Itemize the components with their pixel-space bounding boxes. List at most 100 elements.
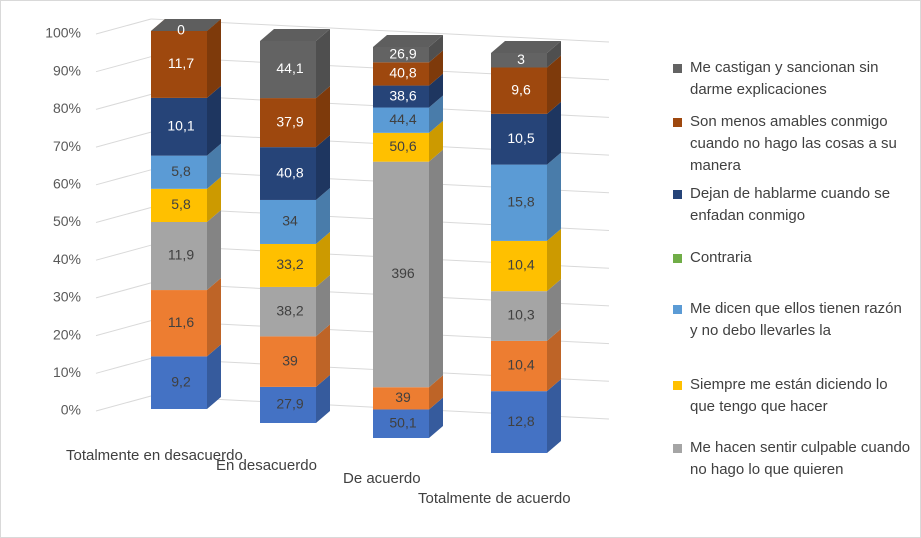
data-label: 38,2 [276,302,303,318]
bar-side [207,143,221,189]
bar-side [547,279,561,341]
data-label: 11,9 [168,247,194,263]
x-tick-label: En desacuerdo [216,457,317,474]
y-tick-label: 80% [53,100,81,116]
legend-item: Contraria [673,247,913,269]
y-tick-label: 60% [53,176,81,192]
data-label: 15,8 [507,193,534,209]
data-label: 33,2 [276,256,303,272]
bar-side [207,278,221,357]
bar [151,188,207,223]
bar [491,53,547,68]
grid-line [95,320,152,337]
bar-side [547,152,561,241]
grid-line [95,207,152,223]
x-tick-label: Totalmente de acuerdo [418,490,571,507]
y-tick-label: 50% [53,213,81,229]
grid-line [95,244,152,261]
bar-side [429,50,443,86]
data-label: 10,3 [507,307,534,323]
data-label: 44,1 [276,60,303,76]
bar-side [316,135,330,200]
bar-side [207,85,221,156]
legend-label: Son menos amables conmigo cuando no hago… [690,113,897,174]
y-tick-label: 40% [53,251,81,267]
bar [373,161,429,388]
grid-line [95,56,152,73]
data-label: 44,4 [389,111,416,127]
bar-side [429,73,443,108]
y-tick-label: 0% [61,402,81,418]
legend-label: Me castigan y sancionan sin darme explic… [690,59,879,98]
legend-item: Son menos amables conmigo cuando no hago… [673,111,913,177]
grid-line [95,357,152,374]
bar-side [429,120,443,162]
y-tick-label: 10% [53,364,81,380]
data-label: 27,9 [276,396,303,412]
grid-line [95,18,152,35]
bar-side [207,210,221,291]
legend-item: Siempre me están diciendo lo que tengo q… [673,374,913,418]
bar-side [429,375,443,410]
legend-label: Contraria [690,249,752,266]
bar [260,386,316,423]
bar [491,113,547,165]
data-label: 396 [391,265,415,281]
bar-side [207,176,221,223]
legend-swatch [673,190,682,199]
legend-swatch [673,64,682,73]
y-tick-label: 100% [45,25,81,41]
bar [491,291,547,341]
bar [373,409,429,438]
x-tick-label: De acuerdo [343,470,421,487]
bar-top [260,29,330,41]
x-tick-label: Totalmente en desacuerdo [66,447,243,464]
data-label: 3 [517,51,525,67]
y-tick-label: 90% [53,62,81,78]
grid-line [95,169,152,186]
bar [491,164,547,241]
bar-side [547,328,561,392]
bar [373,387,429,410]
legend-item: Me castigan y sancionan sin darme explic… [673,57,913,101]
legend-label: Me dicen que ellos tienen razón y no deb… [690,300,902,339]
data-label: 50,1 [389,414,416,430]
bar [151,290,207,357]
data-label: 9,2 [171,373,191,389]
data-label: 10,5 [507,130,534,146]
bar [373,107,429,133]
bar-side [316,274,330,337]
bar-side [316,231,330,287]
data-label: 10,4 [507,257,534,273]
legend-label: Dejan de hablarme cuando se enfadan conm… [690,185,891,224]
bar [260,243,316,287]
bar [260,199,316,244]
bar-side [547,41,561,68]
legend-label: Me hacen sentir culpable cuando no hago … [690,439,911,478]
bar-side [316,187,330,244]
legend-label: Siempre me están diciendo lo que tengo q… [690,376,888,415]
bar-side [316,374,330,423]
y-tick-label: 70% [53,138,81,154]
data-label: 37,9 [276,113,303,129]
legend-item: Me dicen que ellos tienen razón y no deb… [673,298,913,342]
data-label: 39 [282,352,298,368]
bar-side [429,95,443,133]
bar [151,155,207,189]
bar-side [547,379,561,453]
bar [491,240,547,292]
grid-line [95,395,152,412]
bar [491,391,547,453]
data-label: 26,9 [389,45,416,61]
bar-top [491,41,561,53]
bar [151,356,207,409]
legend-swatch [673,305,682,314]
bar-side [316,29,330,99]
bar [151,31,207,98]
data-label: 12,8 [507,413,534,429]
bar-side [207,344,221,409]
bar [151,97,207,156]
data-label: 34 [282,213,298,229]
bar-side [429,149,443,388]
y-tick-label: 30% [53,289,81,305]
